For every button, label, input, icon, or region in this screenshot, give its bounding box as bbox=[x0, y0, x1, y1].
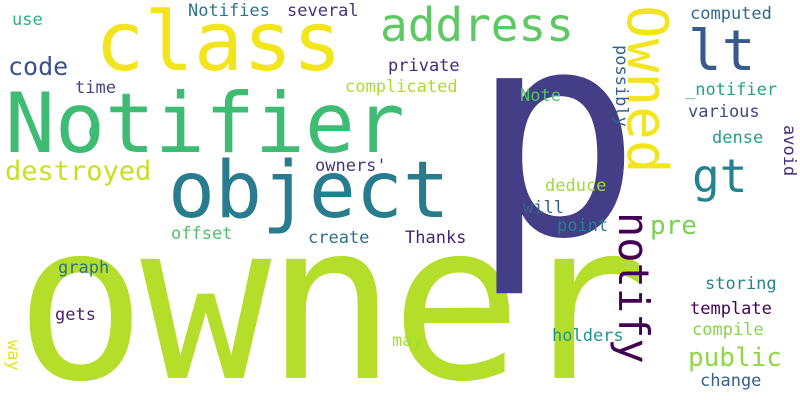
word-complicated: complicated bbox=[345, 77, 458, 97]
word-notifier: Notifier bbox=[5, 75, 405, 172]
word-create: create bbox=[308, 228, 370, 248]
word-note: Note bbox=[520, 86, 561, 106]
word-time: time bbox=[75, 78, 116, 98]
word-c: C bbox=[88, 122, 100, 144]
word-code: code bbox=[8, 52, 69, 81]
word-dense: dense bbox=[712, 128, 764, 148]
word-lt: lt bbox=[688, 19, 756, 84]
word-notifies: Notifies bbox=[188, 1, 270, 21]
word-public: public bbox=[688, 343, 782, 373]
word-offset: offset bbox=[171, 224, 233, 244]
word-deduce: deduce bbox=[545, 176, 607, 196]
word-avoid: avoid bbox=[779, 125, 799, 177]
word-change: change bbox=[700, 371, 762, 391]
word-compile: compile bbox=[692, 320, 764, 340]
word-object: object bbox=[168, 146, 450, 236]
word-gets: gets bbox=[55, 305, 96, 325]
word-storing: storing bbox=[705, 274, 777, 294]
word-will: will bbox=[523, 198, 564, 218]
word-notify: notify bbox=[609, 212, 658, 364]
word-gt: gt bbox=[692, 149, 748, 203]
word-thanks: Thanks bbox=[405, 228, 467, 248]
word-pre: pre bbox=[650, 211, 697, 241]
word-graph: graph bbox=[58, 258, 110, 278]
word-private: private bbox=[388, 56, 460, 76]
word-notifier-underscore: _notifier bbox=[685, 80, 778, 100]
word-owned: Owned bbox=[614, 5, 679, 174]
word-various: various bbox=[688, 102, 760, 122]
word-possibly: possibly bbox=[611, 45, 631, 127]
word-owner: owner bbox=[15, 177, 647, 400]
word-may: may bbox=[392, 331, 423, 351]
word-use: use bbox=[12, 10, 43, 30]
word-holders: holders bbox=[552, 326, 624, 346]
word-address: address bbox=[380, 0, 574, 52]
word-computed: computed bbox=[690, 4, 772, 24]
word-destroyed: destroyed bbox=[5, 156, 152, 187]
word-class: class bbox=[95, 0, 342, 90]
word-p: p bbox=[470, 0, 642, 302]
word-way: way bbox=[3, 340, 23, 371]
word-template: template bbox=[690, 299, 772, 319]
word-several: several bbox=[287, 1, 359, 21]
word-point: point bbox=[557, 216, 609, 236]
word-owners: owners' bbox=[315, 156, 387, 176]
